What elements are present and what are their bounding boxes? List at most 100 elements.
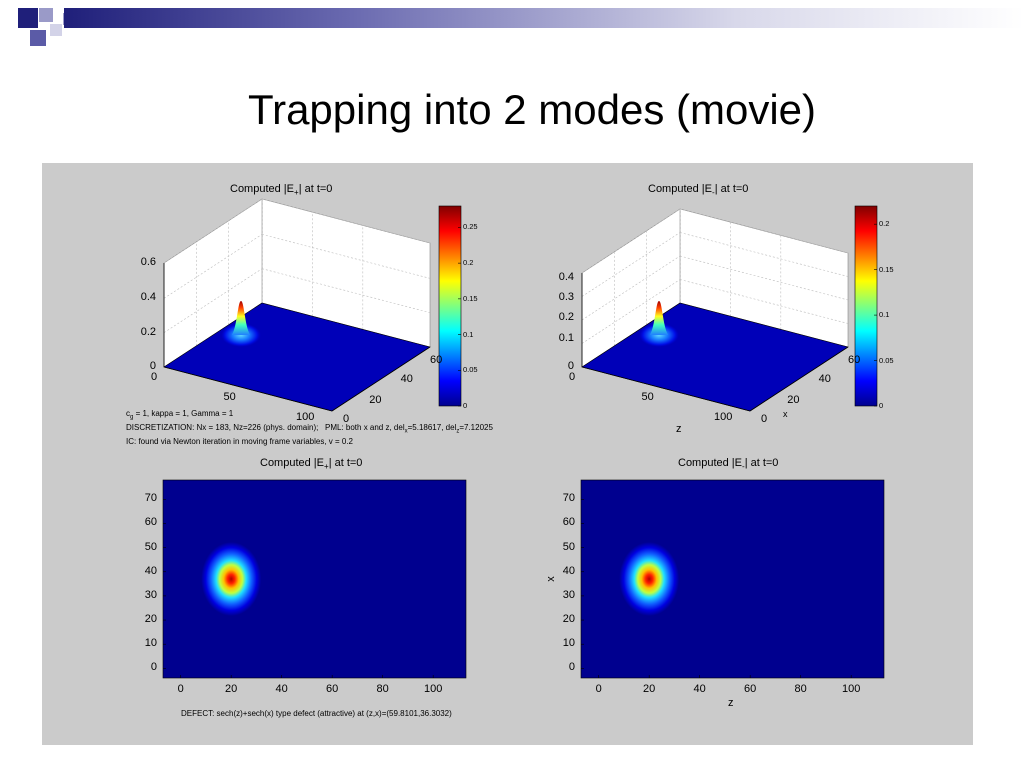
y-tick-label: 40	[562, 564, 575, 577]
heatmap-right-xlabel: z	[728, 697, 734, 709]
grid-line	[163, 198, 263, 264]
grid-line	[261, 198, 431, 244]
colorbar-tick-label: 0.2	[463, 258, 474, 268]
surface-left-title: Computed |E+| at t=0	[230, 183, 332, 197]
z-tick-label: 0.2	[558, 311, 574, 324]
x-tick-label: 40	[693, 683, 706, 695]
surface-right-zlabel: z	[676, 423, 682, 435]
grid-line	[581, 279, 681, 344]
y-tick-label: 10	[562, 637, 575, 650]
z-tick-label: 0	[567, 360, 574, 372]
y-tick-label: 10	[144, 637, 157, 650]
surface-plot-e-minus	[581, 205, 878, 412]
y-tick-label: 70	[562, 492, 575, 505]
peak-surface	[232, 301, 250, 335]
axis-tick-label: 40	[818, 373, 831, 386]
params-sub: g	[130, 414, 134, 421]
matlab-figure: Computed |E+| at t=0 Computed |E-| at t=…	[42, 163, 973, 745]
x-axis-line	[331, 346, 431, 412]
params-text: c	[126, 409, 130, 418]
params-text: =7.12025	[459, 423, 493, 432]
params-text: PML: both x and z, del	[325, 423, 405, 432]
title-sub: +	[324, 462, 329, 472]
title-prefix: Computed |E	[230, 183, 295, 195]
colorbar-tick-label: 0.1	[463, 329, 474, 339]
surface-right-title: Computed |E-| at t=0	[648, 183, 748, 197]
params-text: =5.18617, del	[407, 423, 457, 432]
colorbar-tick-label: 0.25	[463, 222, 478, 232]
axis-tick-label: 100	[714, 410, 733, 423]
grid-line	[679, 255, 849, 301]
params-sub: z	[456, 428, 460, 435]
grid-line	[581, 208, 681, 274]
colorbar	[854, 205, 878, 407]
grid-line	[163, 268, 263, 333]
y-tick-label: 50	[144, 540, 157, 553]
grid-line	[581, 255, 681, 321]
axis-tick-label: 60	[430, 354, 443, 367]
x-tick-label: 100	[423, 683, 443, 695]
title-sub: +	[294, 188, 299, 198]
axis-tick-label: 50	[223, 390, 236, 403]
axis-tick-label: 20	[369, 393, 382, 406]
surface-right-xlabel: x	[783, 409, 788, 419]
grid-line	[679, 232, 849, 277]
defect-note: DEFECT: sech(z)+sech(x) type defect (att…	[181, 709, 452, 718]
heatmap-right-ylabel: x	[544, 576, 557, 582]
axis-tick-label: 40	[400, 373, 413, 386]
title-prefix: Computed |E	[260, 457, 325, 469]
params-line-1: cg = 1, kappa = 1, Gamma = 1	[126, 409, 233, 421]
colorbar-tick-label: 0.15	[879, 264, 894, 274]
y-tick-label: 20	[562, 613, 575, 626]
grid-line	[163, 234, 263, 299]
title-suffix: | at t=0	[298, 183, 333, 195]
title-prefix: Computed |E	[648, 183, 713, 195]
params-text: = 1, kappa = 1, Gamma = 1	[133, 409, 234, 418]
heatmap-right-title: Computed |E-| at t=0	[678, 457, 778, 471]
z-axis-line	[163, 366, 333, 412]
decor-gradient-bar	[64, 8, 1024, 28]
y-tick-label: 30	[144, 588, 157, 601]
params-line-2: DISCRETIZATION: Nx = 183, Nz=226 (phys. …	[126, 423, 318, 432]
grid-line	[261, 234, 431, 279]
axis-tick-label: 50	[641, 390, 654, 403]
title-suffix: | at t=0	[714, 183, 749, 195]
figure-canvas	[162, 198, 885, 679]
x-tick-label: 80	[376, 683, 389, 695]
y-tick-label: 30	[562, 588, 575, 601]
y-tick-label: 70	[144, 492, 157, 505]
surface-plot-e-plus	[163, 198, 462, 412]
colorbar	[438, 205, 462, 407]
z-axis-line	[581, 366, 751, 412]
decor-square	[18, 8, 38, 28]
axis-tick-label: 0	[150, 371, 158, 383]
colorbar-tick-label: 0	[879, 401, 884, 410]
title-suffix: | at t=0	[328, 457, 363, 469]
grid-line	[679, 279, 849, 324]
colorbar-tick-label: 0.05	[879, 355, 894, 365]
axis-tick-label: 20	[787, 393, 800, 406]
title-sub: -	[742, 462, 745, 472]
colorbar-tick-label: 0.2	[879, 219, 890, 229]
heatmap-peak	[201, 542, 262, 616]
y-tick-label: 0	[150, 661, 157, 674]
y-tick-label: 20	[144, 613, 157, 626]
heatmap-peak	[619, 542, 680, 616]
title-suffix: | at t=0	[744, 457, 779, 469]
params-sub: x	[404, 428, 408, 435]
axis-tick-label: 60	[848, 354, 861, 367]
x-tick-label: 20	[643, 683, 656, 695]
axis-tick-label: 100	[296, 410, 315, 423]
slide-title: Trapping into 2 modes (movie)	[247, 86, 817, 133]
heatmap-e-minus	[580, 479, 885, 679]
y-tick-label: 0	[568, 661, 575, 674]
z-tick-label: 0.4	[558, 270, 574, 283]
colorbar-tick-label: 0.05	[463, 365, 478, 375]
heatmap-e-plus	[162, 479, 467, 679]
y-tick-label: 50	[562, 540, 575, 553]
title-sub: -	[712, 188, 715, 198]
x-tick-label: 60	[744, 683, 757, 695]
colorbar-tick-label: 0	[463, 401, 468, 410]
z-tick-label: 0	[149, 360, 156, 372]
decor-square	[30, 30, 46, 46]
